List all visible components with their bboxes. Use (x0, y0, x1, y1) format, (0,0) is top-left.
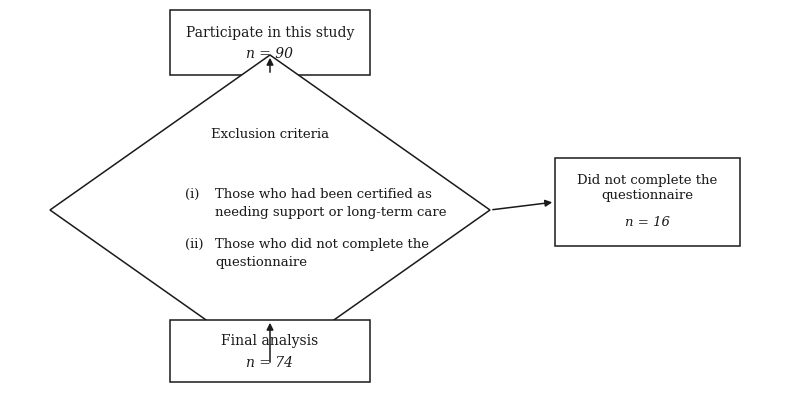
Text: n = 90: n = 90 (247, 48, 294, 61)
Text: Those who did not complete the
questionnaire: Those who did not complete the questionn… (215, 238, 429, 269)
Polygon shape (50, 55, 490, 365)
Text: Participate in this study: Participate in this study (186, 26, 354, 40)
Text: (ii): (ii) (185, 238, 203, 251)
Text: Final analysis: Final analysis (221, 334, 318, 348)
Text: (i): (i) (185, 188, 200, 201)
Text: Those who had been certified as
needing support or long-term care: Those who had been certified as needing … (215, 188, 447, 219)
Bar (555, 158, 740, 246)
Text: n = 16: n = 16 (625, 215, 670, 228)
Text: Did not complete the
questionnaire: Did not complete the questionnaire (578, 174, 717, 202)
Text: n = 74: n = 74 (247, 356, 294, 370)
Bar (170, 10, 370, 75)
Bar (170, 320, 370, 382)
Text: Exclusion criteria: Exclusion criteria (211, 129, 329, 141)
